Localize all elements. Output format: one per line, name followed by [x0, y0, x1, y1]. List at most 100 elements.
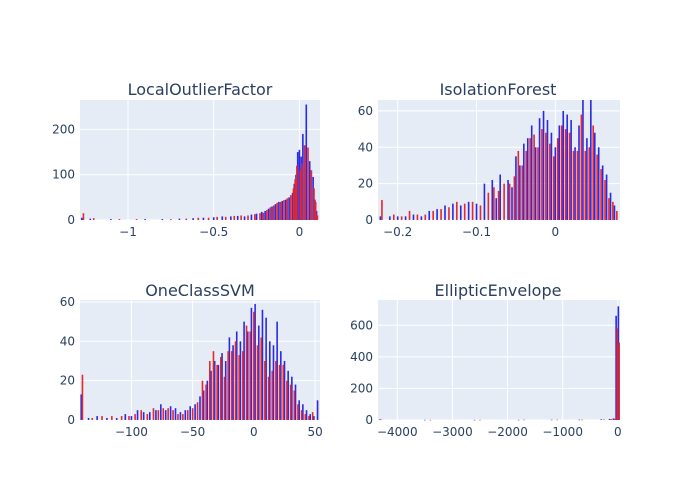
histogram-bar — [235, 331, 238, 420]
x-tick-label: −0.5 — [199, 225, 228, 239]
histogram-bar — [416, 214, 419, 220]
histogram-bar — [250, 214, 253, 220]
histogram-bar — [289, 384, 292, 420]
histogram-bar — [253, 311, 255, 420]
histogram-bar — [186, 410, 189, 420]
histogram-bar — [178, 218, 181, 220]
histogram-bar — [493, 187, 495, 220]
histogram-bar — [182, 414, 184, 420]
histogram-bar — [111, 416, 113, 420]
histogram-bar — [240, 215, 242, 220]
y-tick-label: 40 — [358, 140, 373, 154]
histogram-bar — [142, 412, 145, 420]
histogram-bar — [280, 351, 282, 420]
histogram-bar — [155, 410, 157, 420]
histogram-bar — [529, 138, 531, 220]
histogram-bar — [381, 200, 383, 220]
histogram-bar — [201, 380, 204, 420]
histogram-bar — [608, 198, 610, 220]
histogram-bar — [260, 337, 263, 420]
histogram-bar — [124, 414, 127, 420]
histogram-bar — [612, 201, 614, 220]
histogram-bar — [613, 205, 616, 220]
histogram-bar — [316, 215, 319, 220]
histogram-bar — [199, 396, 201, 420]
y-tick-label: 200 — [52, 122, 75, 136]
histogram-bar — [581, 419, 583, 421]
histogram-bar — [396, 216, 399, 220]
histogram-bar — [205, 384, 207, 420]
histogram-bar — [304, 414, 307, 420]
histogram-bar — [149, 412, 151, 420]
histogram-bar — [309, 414, 311, 420]
histogram-bar — [157, 410, 160, 420]
histogram-bar — [243, 216, 246, 220]
histogram-bar — [236, 215, 239, 220]
histogram-bar — [184, 410, 187, 420]
histogram-bar — [238, 355, 240, 420]
histogram-bar — [424, 214, 427, 220]
histogram-bar — [503, 183, 505, 220]
histogram-bar — [408, 210, 411, 220]
histogram-bar — [293, 183, 296, 220]
histogram-bar — [217, 364, 220, 420]
histogram-bar — [578, 419, 581, 421]
histogram-bar — [300, 410, 303, 420]
histogram-bar — [444, 205, 446, 220]
histogram-bar — [452, 203, 454, 220]
subplot-one-class-svm: OneClassSVM −100 −50 0 50 0 20 40 60 — [60, 281, 323, 439]
histogram-bar — [174, 408, 177, 420]
histogram-bar — [278, 364, 281, 420]
histogram-bar — [118, 219, 121, 220]
histogram-bar — [254, 303, 256, 420]
histogram-bar — [600, 419, 603, 420]
x-tick-label: −100 — [115, 425, 148, 439]
histogram-bar — [134, 414, 136, 420]
histogram-bar — [162, 408, 165, 420]
subplot-elliptic-envelope: EllipticEnvelope −4000 −3000 −2000 −1000 0 0 2… — [350, 281, 622, 439]
histogram-bar — [618, 342, 620, 420]
histogram-bar — [515, 156, 517, 220]
histogram-bar — [530, 125, 533, 220]
histogram-bar — [556, 419, 558, 421]
histogram-bar — [223, 376, 226, 420]
histogram-bar — [542, 110, 545, 220]
histogram-bar — [276, 321, 278, 420]
histogram-bar — [459, 205, 462, 220]
plot-area — [80, 100, 320, 220]
histogram-bar — [307, 147, 309, 220]
y-tick-label: 0 — [67, 213, 75, 227]
histogram-bar — [278, 201, 280, 220]
histogram-bar — [550, 419, 553, 421]
histogram-bar — [497, 190, 500, 220]
x-tick-label: 0 — [296, 225, 304, 239]
histogram-bar — [130, 416, 133, 420]
histogram-bar — [314, 201, 317, 220]
histogram-bar — [287, 370, 289, 420]
histogram-bar — [475, 203, 478, 220]
histogram-bar — [264, 360, 266, 420]
histogram-bar — [578, 125, 580, 220]
histogram-bar — [210, 370, 212, 420]
histogram-bar — [262, 212, 265, 220]
x-tick-label: −1000 — [542, 425, 583, 439]
histogram-bar — [568, 132, 571, 220]
histogram-bar — [554, 147, 557, 220]
histogram-bar — [586, 138, 588, 220]
y-tick-label: 0 — [365, 413, 373, 427]
histogram-bar — [299, 170, 302, 220]
histogram-bar — [245, 325, 248, 420]
histogram-bar — [140, 410, 143, 420]
histogram-bar — [479, 205, 482, 220]
histogram-bar — [545, 132, 547, 220]
histogram-bar — [294, 384, 297, 420]
histogram-bar — [456, 201, 458, 220]
histogram-bar — [269, 207, 272, 220]
histogram-bar — [546, 120, 549, 220]
histogram-bar — [507, 180, 509, 220]
histogram-bar — [283, 360, 286, 420]
histogram-bar — [526, 138, 529, 220]
histogram-bar — [192, 218, 194, 220]
histogram-bar — [314, 199, 316, 220]
subplot-title: EllipticEnvelope — [435, 281, 562, 300]
